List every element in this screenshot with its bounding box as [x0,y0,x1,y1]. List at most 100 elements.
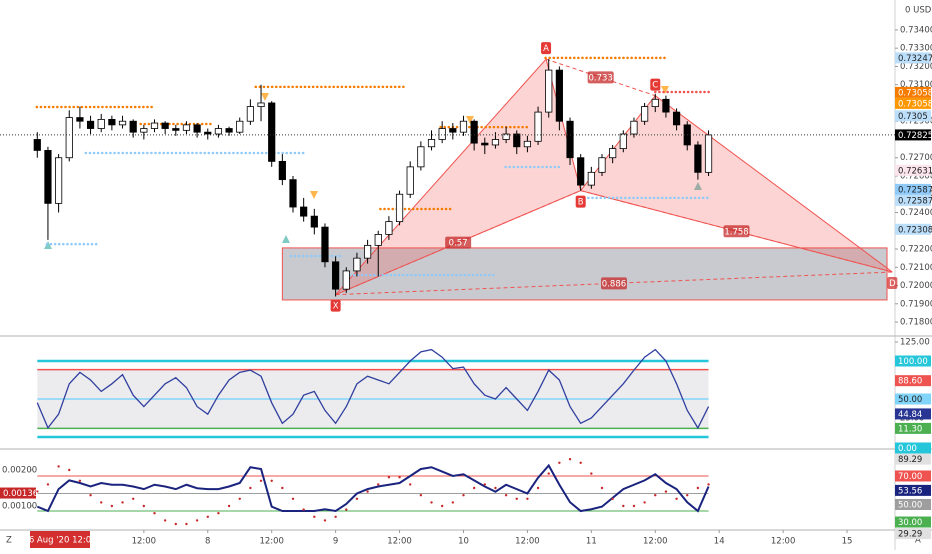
axis-badge: 0.00 [895,442,931,454]
candle-body [332,261,340,290]
badge-box [895,375,931,387]
ratio-badge [723,225,750,238]
dot [494,486,497,490]
candle-body [65,117,73,159]
dot [377,483,380,486]
dot [131,497,135,500]
dot [153,511,156,515]
pattern-leg [335,271,893,296]
axis-badge: 50.00 [895,393,931,405]
badge-box [895,498,931,510]
ratio-badge [587,71,614,84]
dot [100,501,103,504]
candle-body [76,117,84,122]
candle-body [225,128,233,133]
dot [185,522,188,526]
axis-badge: 0.72587 [895,194,932,206]
dot [462,493,465,497]
candle-body [587,171,595,186]
candle-body [214,128,223,135]
point-label: B [578,198,584,208]
point-label: D [889,279,896,289]
dot [270,479,273,482]
dot [238,497,241,500]
badge-label: 44.84 [898,410,922,420]
candle-body [172,128,180,131]
dot [579,461,582,464]
badge-label: 30.00 [898,518,922,528]
candle-body [555,69,563,122]
dot [654,493,657,497]
candle-body [395,193,404,223]
dot [515,497,518,500]
signal-marker [661,86,669,94]
candle-body [300,206,308,217]
dot [68,468,71,472]
dot [259,479,263,482]
candle-body [55,157,63,204]
dot [302,508,305,511]
badge-box [895,129,931,141]
dot [632,504,636,508]
badge-label: 89.29 [898,455,922,465]
signal-marker [466,116,474,124]
x-tick-label: 8 [205,537,210,547]
dot [440,504,444,508]
axis-badge: 0.00136 [0,487,38,499]
candle-body [417,146,425,168]
badge-box [895,97,931,109]
dot [36,490,39,493]
badge-box [895,86,931,98]
candle-body [619,133,627,150]
axis-badge: 29.29 [895,528,931,540]
candle-body [193,124,201,133]
candle-body [427,139,436,148]
signal-marker [310,191,318,199]
candle-body [257,102,265,108]
dot [409,483,412,486]
x-tick-label: 15 [842,537,853,547]
badge-box [895,194,931,206]
badge-label: 0.72587 [898,196,932,206]
axis-badge: 0.7305 [895,110,931,122]
candle-body [438,128,446,140]
candle-body [694,144,702,173]
candle-body [704,134,713,173]
dot [334,515,337,518]
x-tick-label: 14 [714,537,725,547]
axis-badge: 11.30 [895,422,931,434]
dot [536,486,540,490]
candle-body [246,106,254,122]
candle-body [449,128,457,133]
dot [675,497,678,500]
oscillator-line [36,348,710,430]
badge-label: 29.29 [898,530,922,540]
dot [313,515,316,518]
dot [590,472,593,475]
dot [622,504,625,508]
badge-box [0,487,36,499]
y-tick-label: 0.00100 [2,501,37,511]
y-tick-label: 0.72700 [900,153,932,163]
badge-box [895,183,931,195]
badge-label: 11.30 [898,424,922,434]
badge-label: 0.73058 [898,88,932,98]
x-tick-label: 12:00 [515,537,540,547]
point-label: A [543,44,549,54]
dot [291,497,295,500]
point-badge [887,277,898,290]
signal-marker [694,182,702,190]
candle-body [662,98,670,113]
axis-badge: 0.72631 [895,164,932,176]
candle-body [268,102,276,162]
axis-badge: 0.73058 [895,86,932,98]
dot [600,486,604,490]
candle-body [459,120,468,133]
axis-badge: 0.73058 [895,97,932,109]
point-badge [541,42,552,55]
y-tick-label: 0.73300 [900,44,932,54]
dot [366,490,369,493]
candle-body [86,120,95,129]
